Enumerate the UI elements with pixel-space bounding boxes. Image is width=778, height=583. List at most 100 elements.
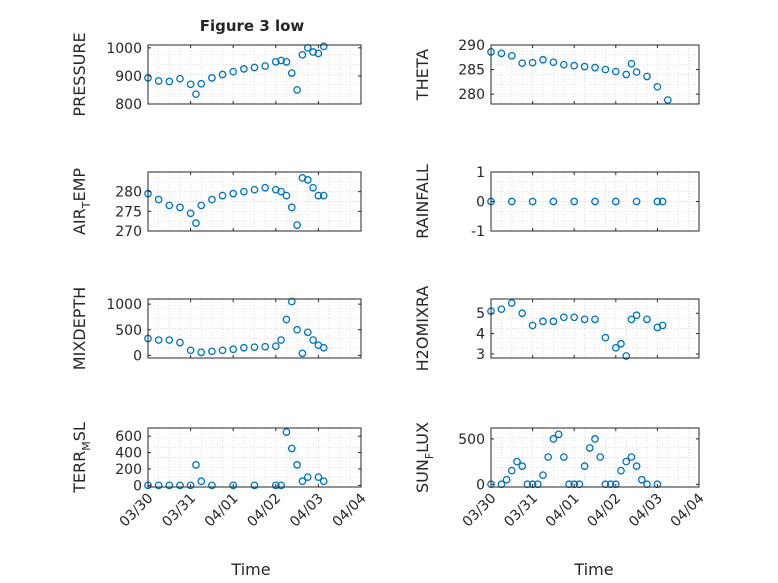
data-point <box>570 313 579 322</box>
data-point <box>197 348 206 357</box>
data-point <box>518 462 527 470</box>
data-point <box>192 90 200 99</box>
data-point <box>208 195 216 204</box>
y-axis-label-main: MIXDEPTH <box>70 287 89 370</box>
data-point <box>154 336 163 344</box>
axes-frame <box>490 298 700 359</box>
data-point <box>154 195 163 204</box>
y-axis-label: RAINFALL <box>413 164 432 239</box>
y-axis-label: THETA <box>413 49 432 101</box>
data-point <box>261 183 269 192</box>
data-point <box>314 191 323 200</box>
y-tick-label: -1 <box>471 224 485 240</box>
data-point <box>559 313 568 322</box>
data-point <box>507 51 516 60</box>
data-point <box>617 339 625 348</box>
data-point <box>643 315 651 324</box>
y-tick-label: 400 <box>115 446 142 462</box>
y-tick-label: 280 <box>458 87 485 103</box>
plot-area <box>148 299 361 358</box>
data-point <box>229 345 238 354</box>
y-tick-label: 5 <box>476 306 485 322</box>
data-point <box>240 65 248 73</box>
data-point <box>282 315 291 324</box>
y-axis-label-tail: LUX <box>413 422 432 453</box>
data-point <box>192 219 200 227</box>
data-point <box>611 343 620 352</box>
y-tick-label: 275 <box>115 204 142 220</box>
data-point <box>528 58 537 67</box>
data-point <box>580 62 589 71</box>
data-point <box>287 203 296 212</box>
data-point <box>250 63 259 72</box>
x-tick-label: 04/02 <box>244 491 284 531</box>
data-point <box>502 475 511 484</box>
data-point <box>611 67 620 76</box>
data-point <box>643 72 651 81</box>
subplot-pressure: 800 900 1000 PRESSURE <box>70 32 362 117</box>
y-tick-label: 1000 <box>106 41 142 57</box>
plot-area <box>491 45 699 104</box>
plot-area <box>491 172 699 231</box>
data-point <box>208 74 216 82</box>
data-point <box>549 317 558 326</box>
data-point <box>319 343 328 352</box>
data-point <box>298 50 307 59</box>
data-point <box>580 462 589 470</box>
data-point <box>539 317 547 326</box>
data-point <box>622 352 631 360</box>
data-point <box>208 347 216 356</box>
y-axis-label: MIXDEPTH <box>70 287 89 370</box>
data-point <box>601 65 610 74</box>
data-point <box>176 338 184 347</box>
data-point <box>186 80 195 89</box>
data-point <box>518 309 527 318</box>
y-tick-label: 800 <box>115 97 142 113</box>
plot-area <box>148 45 361 104</box>
data-point <box>309 336 317 344</box>
y-tick-label: 280 <box>115 185 142 201</box>
data-point <box>197 201 206 210</box>
data-point <box>632 68 641 76</box>
y-axis-label: AIRTEMP <box>70 168 93 235</box>
data-point <box>229 67 238 76</box>
y-tick-label: 3 <box>476 347 485 363</box>
x-tick-label: 04/01 <box>202 491 242 531</box>
y-tick-label: 285 <box>458 63 485 79</box>
subplot-mixdepth: 0 500 1000 MIXDEPTH <box>70 287 362 370</box>
data-point <box>277 336 285 344</box>
subplot-rainfall: -1 0 1 RAINFALL <box>413 164 700 240</box>
data-point <box>627 59 636 68</box>
data-point <box>528 321 537 330</box>
y-axis-label-main: SUN <box>413 459 432 493</box>
data-point <box>287 297 296 306</box>
data-point <box>319 477 328 486</box>
y-tick-label: 500 <box>458 432 485 448</box>
y-axis-label-main: AIR <box>70 208 89 235</box>
data-point <box>513 457 521 466</box>
y-axis-label: H2OMIXRA <box>413 286 432 372</box>
data-point <box>637 475 646 484</box>
plot-area <box>148 172 361 231</box>
subplot-h2omixra: 3 4 5 H2OMIXRA <box>413 286 700 372</box>
data-point <box>261 342 269 351</box>
data-point <box>314 49 323 58</box>
figure-title: Figure 3 low <box>200 17 305 35</box>
data-point <box>611 197 620 206</box>
data-point <box>303 176 312 184</box>
data-point <box>240 343 248 352</box>
data-point <box>186 481 195 490</box>
data-point <box>293 221 301 229</box>
data-point <box>507 466 516 475</box>
data-point <box>197 79 206 88</box>
x-tick-label: 03/31 <box>501 491 541 531</box>
data-point <box>208 481 216 490</box>
data-point <box>165 481 174 490</box>
data-point <box>261 62 269 70</box>
data-point <box>319 42 328 51</box>
y-axis-label-subscript: M <box>80 441 93 451</box>
data-point <box>186 209 195 218</box>
data-point <box>580 315 589 324</box>
data-point <box>653 197 662 206</box>
